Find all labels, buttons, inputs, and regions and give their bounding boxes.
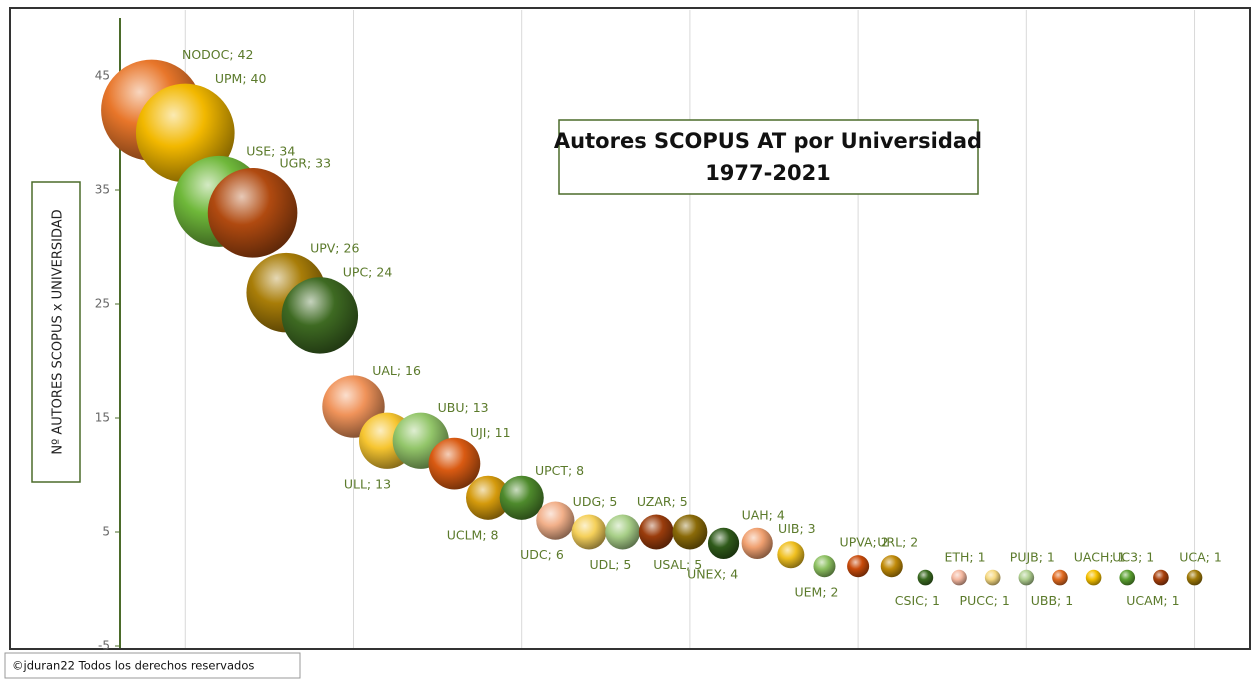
- bubble: [707, 527, 740, 560]
- y-axis-label: Nº AUTORES SCOPUS x UNIVERSIDAD: [51, 209, 66, 454]
- bubble: [847, 555, 870, 578]
- data-label: NODOC; 42: [182, 47, 253, 62]
- bubble: [465, 475, 511, 520]
- data-label: UIB; 3: [778, 521, 816, 536]
- data-label: USE; 34: [246, 143, 295, 158]
- data-label: PUCC; 1: [960, 593, 1010, 608]
- data-label: URL; 2: [877, 535, 918, 550]
- data-label: UPV; 26: [310, 240, 359, 255]
- data-label: UCA; 1: [1179, 549, 1222, 564]
- data-label: UCLM; 8: [447, 527, 499, 542]
- bubble: [917, 569, 934, 586]
- data-label: UGR; 33: [279, 155, 331, 170]
- y-tick-label: 5: [102, 525, 110, 539]
- bubble: [777, 541, 805, 569]
- y-tick-label: 45: [95, 69, 110, 83]
- bubble: [281, 277, 359, 354]
- bubble: [951, 569, 967, 586]
- data-label: UDC; 6: [520, 547, 564, 562]
- data-label: PUJB; 1: [1010, 549, 1055, 564]
- y-tick-label: 25: [95, 297, 110, 311]
- bubble: [571, 514, 607, 550]
- data-label: UPC; 24: [343, 265, 393, 280]
- data-label: UBU; 13: [438, 400, 489, 415]
- bubble: [428, 437, 481, 490]
- data-label: UNEX; 4: [687, 567, 738, 582]
- bubble: [672, 514, 708, 550]
- footer-box: [4, 652, 301, 679]
- bubble: [984, 569, 1001, 586]
- chart-title: Autores SCOPUS AT por Universidad: [554, 129, 982, 153]
- data-label: UCAM; 1: [1126, 593, 1179, 608]
- data-label: UPCT; 8: [535, 463, 584, 478]
- bubble: [1085, 569, 1102, 586]
- data-label: UPM; 40: [215, 71, 267, 86]
- data-label: UAH; 4: [742, 507, 785, 522]
- data-label: USAL; 5: [653, 557, 702, 572]
- bubble: [1052, 569, 1068, 586]
- bubble: [1186, 569, 1203, 586]
- title-box: [558, 119, 979, 195]
- data-label: UEM; 2: [794, 585, 838, 600]
- data-label: UACH; 1: [1074, 549, 1126, 564]
- data-label: UJI; 11: [470, 425, 511, 440]
- footer: ©jduran22 Todos los derechos reservados: [12, 659, 254, 673]
- y-tick-label: 35: [95, 183, 110, 197]
- data-label: UPVA; 2: [840, 535, 889, 550]
- data-label: UBB; 1: [1031, 593, 1073, 608]
- y-label-box: [31, 181, 81, 483]
- bubble: [880, 555, 903, 578]
- data-label: UDL; 5: [589, 557, 631, 572]
- bubble: [499, 475, 544, 520]
- y-tick-label: -5: [98, 639, 110, 653]
- data-label: CSIC; 1: [895, 593, 940, 608]
- bubble: [536, 501, 575, 540]
- data-label: UAL; 16: [372, 363, 421, 378]
- bubble: [638, 514, 674, 550]
- y-tick-label: 15: [95, 411, 110, 425]
- bubble: [1018, 569, 1035, 586]
- data-label: UZAR; 5: [637, 494, 688, 509]
- data-label: ETH; 1: [945, 549, 986, 564]
- bubble: [207, 167, 298, 258]
- data-label: UC3; 1: [1112, 549, 1154, 564]
- data-label: UDG; 5: [573, 494, 618, 509]
- data-label: ULL; 13: [344, 476, 391, 491]
- bubble: [741, 527, 773, 560]
- bubble: [605, 514, 641, 550]
- chart-subtitle: 1977-2021: [705, 161, 831, 185]
- bubble: [1153, 569, 1169, 586]
- bubble: [1119, 569, 1136, 586]
- bubble: [813, 555, 836, 578]
